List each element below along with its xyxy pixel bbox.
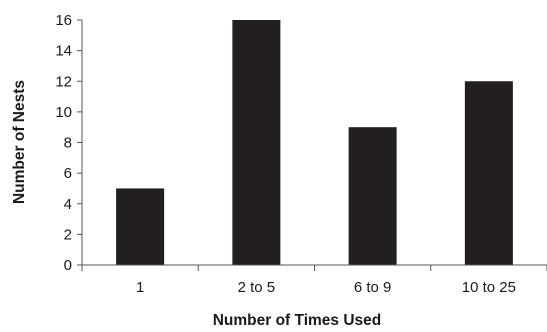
y-tick-label: 0 <box>64 257 72 274</box>
x-axis-title: Number of Times Used <box>213 312 382 329</box>
x-tick-label: 1 <box>136 279 144 296</box>
y-axis-title: Number of Nests <box>11 80 28 204</box>
y-ticks-group: 0 2 4 6 8 10 12 14 16 <box>55 12 82 274</box>
bar <box>464 81 513 265</box>
y-tick-label: 2 <box>64 226 72 243</box>
y-tick-label: 6 <box>64 165 72 182</box>
y-tick-label: 8 <box>64 135 72 152</box>
y-tick-label: 4 <box>64 196 72 213</box>
x-tick-label: 6 to 9 <box>354 279 392 296</box>
bar <box>348 127 397 265</box>
bar <box>116 188 165 265</box>
bars-group <box>116 20 513 265</box>
x-tick-label: 10 to 25 <box>462 279 516 296</box>
bar <box>232 20 281 265</box>
y-tick-label: 10 <box>55 104 72 121</box>
y-tick-label: 16 <box>55 12 72 29</box>
y-tick-label: 12 <box>55 73 72 90</box>
x-tick-label: 2 to 5 <box>238 279 276 296</box>
x-ticks-group: 1 2 to 5 6 to 9 10 to 25 <box>81 265 547 296</box>
y-tick-label: 14 <box>55 43 72 60</box>
